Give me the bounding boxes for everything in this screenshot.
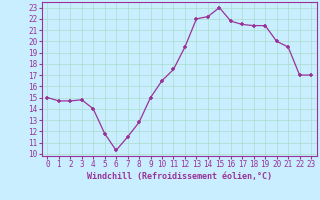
X-axis label: Windchill (Refroidissement éolien,°C): Windchill (Refroidissement éolien,°C) [87, 172, 272, 181]
